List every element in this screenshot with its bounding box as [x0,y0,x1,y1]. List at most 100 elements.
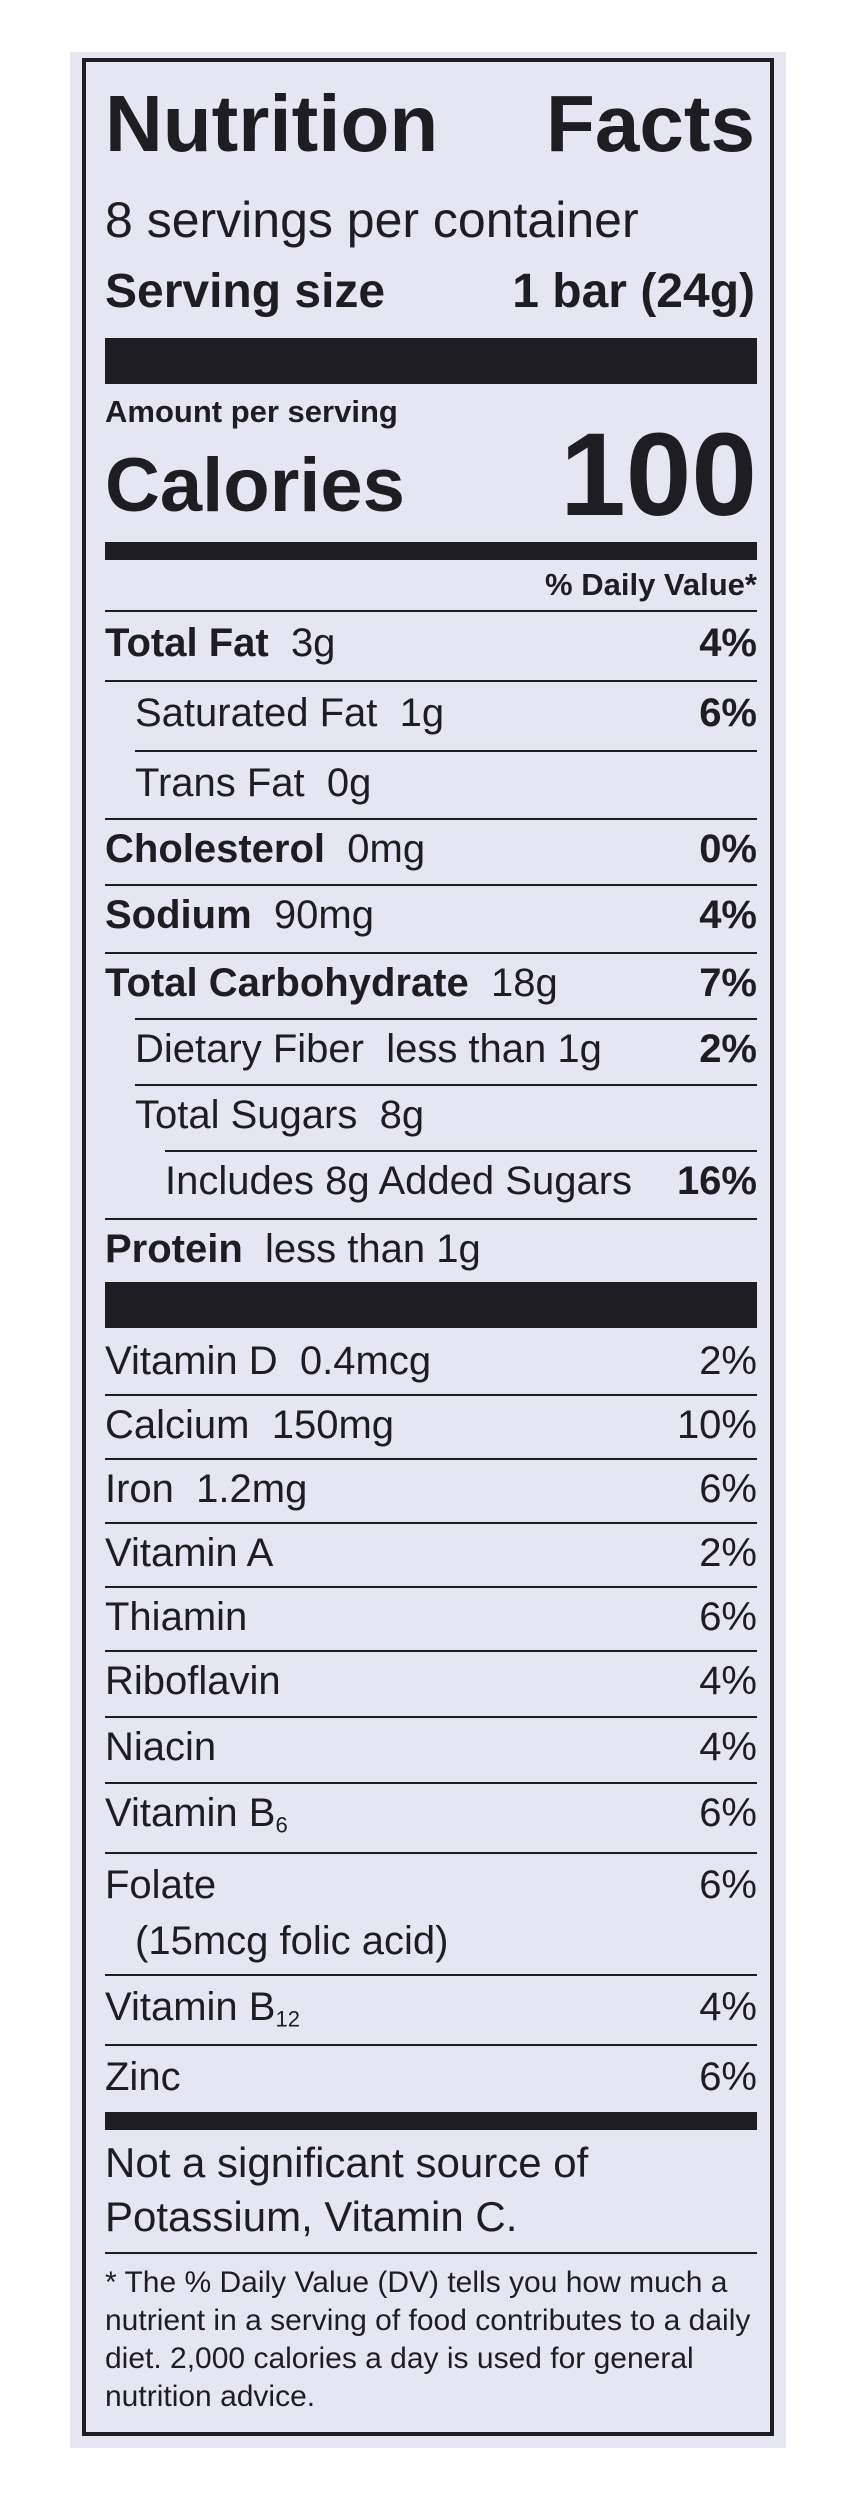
nutrient-dv: 16% [676,1159,757,1203]
nutrient-row-cholesterol: Cholesterol 0mg 0% [105,822,757,876]
nutrient-dv: 6% [699,691,757,735]
nutrient-row-added-sugars: Includes 8g Added Sugars 16% [165,1154,757,1208]
nutrient-name: Dietary Fiber [135,1027,364,1071]
thick-divider-vitamins [105,1282,757,1328]
divider-line [105,1782,757,1784]
vitamin-row-vitamin-a: Vitamin A 2% [105,1526,757,1580]
thick-divider-top [105,338,757,384]
divider-line [165,1150,757,1152]
divider-line [105,818,757,820]
nutrient-amount: 90mg [273,893,374,937]
vitamin-name: Vitamin B [105,1791,276,1835]
divider-line [105,1650,757,1652]
vitamin-row-niacin: Niacin 4% [105,1720,757,1774]
nutrient-row-trans-fat: Trans Fat 0g [135,756,757,810]
vitamin-amount: 0.4mcg [299,1339,432,1383]
nutrient-name: Sodium [105,893,252,937]
vitamin-name: Folate [105,1863,217,1907]
divider-line [105,2044,757,2046]
divider-line [105,1716,757,1718]
nutrient-row-saturated-fat: Saturated Fat 1g 6% [135,686,757,740]
nutrient-row-total-fat: Total Fat 3g 4% [105,616,757,670]
divider-line [105,884,757,886]
nutrient-name: Total Fat [105,621,269,665]
vitamin-row-zinc: Zinc 6% [105,2050,757,2104]
nutrient-name: Protein [105,1227,243,1271]
divider-line [105,1458,757,1460]
vitamin-name: Riboflavin [105,1659,281,1703]
nutrient-name: Includes 8g Added Sugars [165,1159,633,1203]
vitamin-name: Thiamin [105,1595,248,1639]
vitamin-row-thiamin: Thiamin 6% [105,1590,757,1644]
serving-size-label: Serving size [105,265,386,318]
vitamin-dv: 6% [699,2055,757,2099]
serving-size-value: 1 bar (24g) [512,265,755,318]
nutrient-row-protein: Protein less than 1g [105,1222,757,1276]
nutrient-name: Total Carbohydrate [105,961,469,1005]
nutrition-panel-border [82,58,774,2436]
divider-line [135,750,757,752]
vitamin-dv: 10% [676,1403,757,1447]
nutrient-dv: 0% [699,827,757,871]
divider-line [105,1218,757,1220]
nutrient-row-dietary-fiber: Dietary Fiber less than 1g 2% [135,1022,757,1076]
nutrient-dv: 4% [699,621,757,665]
vitamin-name: Vitamin B [105,1985,276,2029]
vitamin-amount: 1.2mg [196,1467,308,1511]
nutrient-row-total-carbohydrate: Total Carbohydrate 18g 7% [105,956,757,1010]
vitamin-name: Iron [105,1467,174,1511]
medium-divider-bottom [105,2112,757,2130]
daily-value-footnote: * The % Daily Value (DV) tells you how m… [105,2266,751,2413]
not-significant-source: Not a significant source of Potassium, V… [105,2139,589,2240]
vitamin-amount: 150mg [271,1403,395,1447]
nutrient-amount: less than 1g [265,1227,481,1271]
vitamin-subscript: 6 [275,1812,288,1838]
divider-line [105,610,757,612]
divider-line [105,680,757,682]
nutrient-amount: 0mg [347,827,426,871]
calories-label: Calories [105,443,405,528]
vitamin-dv: 4% [699,1985,757,2029]
nutrient-name: Cholesterol [105,827,326,871]
vitamin-name: Niacin [105,1725,217,1769]
vitamin-row-calcium: Calcium 150mg 10% [105,1398,757,1452]
nutrient-name: Trans Fat [135,761,305,805]
divider-line [105,1394,757,1396]
divider-line [105,1586,757,1588]
vitamin-row-riboflavin: Riboflavin 4% [105,1654,757,1708]
vitamin-dv: 6% [699,1791,757,1835]
title-word-facts: Facts [546,79,755,168]
vitamin-row-vitamin-d: Vitamin D 0.4mcg 2% [105,1334,757,1388]
nutrition-facts-title: Nutrition Facts [105,74,755,174]
title-word-nutrition: Nutrition [105,79,439,168]
daily-value-header: % Daily Value* [545,567,757,602]
amount-per-serving: Amount per serving [105,394,398,429]
divider-line [105,2252,757,2254]
nutrient-amount: 18g [490,961,558,1005]
nutrient-amount: 0g [326,761,372,805]
vitamin-name: Vitamin A [105,1531,274,1575]
folate-folic-acid: (15mcg folic acid) [135,1919,449,1963]
divider-line [105,1852,757,1854]
vitamin-row-vitamin-b6: Vitamin B6 6% [105,1786,757,1840]
medium-divider-calories [105,542,757,560]
vitamin-name: Calcium [105,1403,250,1447]
nutrient-row-sodium: Sodium 90mg 4% [105,888,757,942]
servings-per-container: 8 servings per container [105,192,639,248]
folate-detail: (15mcg folic acid) [135,1914,757,1968]
vitamin-name: Vitamin D [105,1339,278,1383]
nutrient-amount: 3g [290,621,336,665]
vitamin-dv: 6% [699,1467,757,1511]
vitamin-name: Zinc [105,2055,181,2099]
divider-line [105,1522,757,1524]
vitamin-dv: 2% [699,1531,757,1575]
nutrient-amount: 8g [379,1093,425,1137]
nutrient-row-total-sugars: Total Sugars 8g [135,1088,757,1142]
nutrient-dv: 7% [699,961,757,1005]
vitamin-row-folate: Folate 6% [105,1858,757,1912]
nutrient-amount: less than 1g [386,1027,602,1071]
nutrition-label [70,52,786,2448]
divider-line [135,1018,757,1020]
vitamin-dv: 4% [699,1725,757,1769]
divider-line [105,952,757,954]
